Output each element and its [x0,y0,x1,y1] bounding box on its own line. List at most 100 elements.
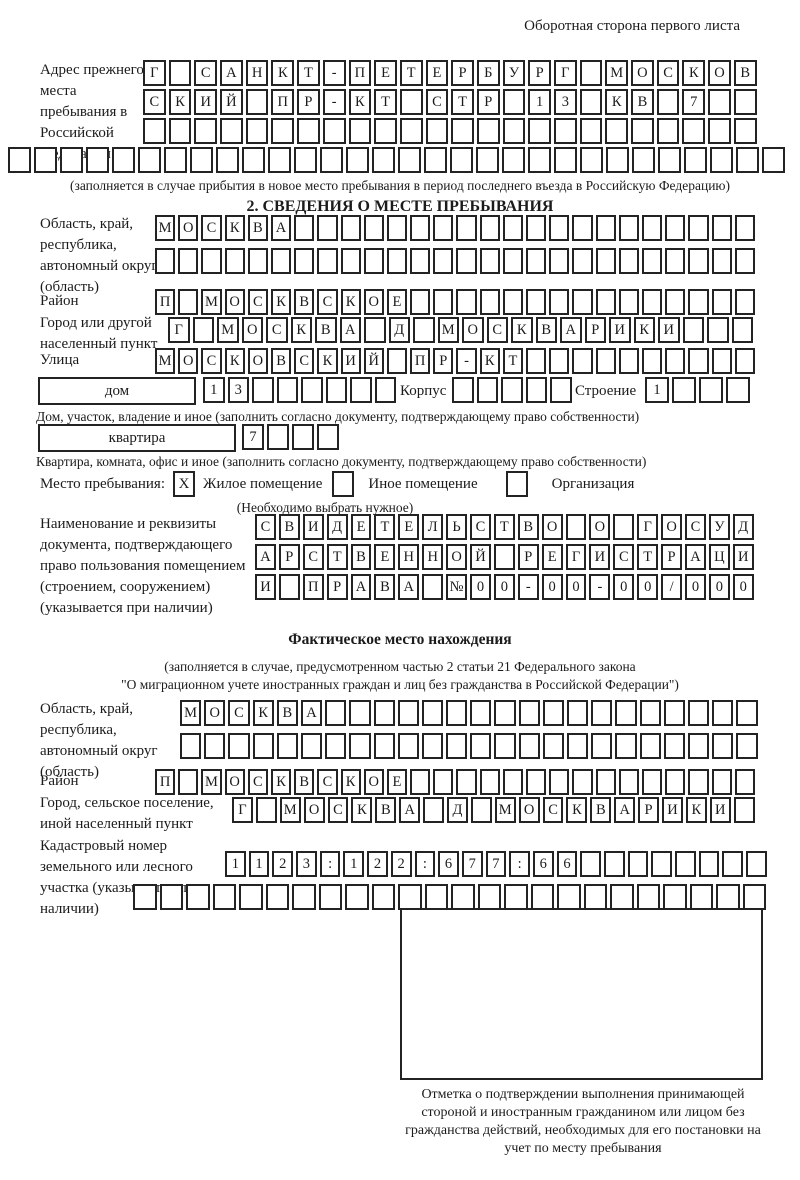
char-box[interactable]: О [661,514,683,540]
char-box[interactable] [245,89,269,115]
char-box[interactable]: О [446,544,468,570]
char-box[interactable] [688,248,709,274]
char-box[interactable]: : [319,851,341,877]
char-box[interactable]: Р [433,348,454,374]
char-box[interactable]: А [350,574,372,600]
char-box[interactable] [180,733,202,759]
char-box[interactable] [651,851,673,877]
char-box[interactable] [398,147,421,173]
char-box[interactable] [155,248,176,274]
char-box[interactable]: Т [493,514,515,540]
char-box[interactable] [579,60,603,86]
char-box[interactable]: К [340,769,361,795]
char-box[interactable]: Т [502,348,523,374]
char-box[interactable]: М [494,797,516,823]
char-box[interactable]: М [605,60,629,86]
char-box[interactable]: О [241,317,263,343]
char-box[interactable] [245,118,269,144]
char-box[interactable]: - [456,348,477,374]
char-box[interactable] [549,348,570,374]
char-box[interactable] [663,733,685,759]
char-box[interactable]: И [658,317,680,343]
char-box[interactable]: И [589,544,611,570]
char-box[interactable] [734,215,755,241]
char-box[interactable] [618,348,639,374]
char-box[interactable]: М [155,348,176,374]
char-box[interactable]: Д [732,514,754,540]
char-box[interactable] [346,147,369,173]
char-box[interactable] [178,248,199,274]
char-box[interactable] [656,118,680,144]
char-box[interactable]: С [201,348,222,374]
char-box[interactable] [711,289,732,315]
char-box[interactable]: С [266,317,288,343]
char-box[interactable] [423,797,445,823]
char-box[interactable] [688,348,709,374]
char-box[interactable]: : [414,851,436,877]
char-box[interactable]: А [398,574,420,600]
char-box[interactable]: В [350,544,372,570]
char-box[interactable] [502,289,523,315]
char-box[interactable] [386,248,408,274]
char-box[interactable] [479,769,500,795]
char-box[interactable] [572,769,593,795]
char-box[interactable] [554,147,577,173]
char-box[interactable] [502,215,523,241]
char-box[interactable]: 0 [493,574,515,600]
char-box[interactable] [605,118,629,144]
char-box[interactable] [684,147,707,173]
char-box[interactable] [301,377,323,403]
char-box[interactable] [734,348,755,374]
char-box[interactable] [194,118,218,144]
char-box[interactable]: 7 [242,424,264,450]
char-box[interactable]: О [204,700,226,726]
char-box[interactable]: 1 [528,89,551,115]
char-box[interactable] [268,147,291,173]
char-box[interactable]: Т [399,60,423,86]
char-box[interactable]: А [614,797,636,823]
char-box[interactable] [318,884,342,910]
char-box[interactable]: О [247,348,268,374]
char-box[interactable] [708,118,731,144]
char-box[interactable]: О [462,317,484,343]
char-box[interactable] [688,769,709,795]
char-box[interactable]: С [613,544,635,570]
char-box[interactable] [224,248,245,274]
char-box[interactable]: О [363,289,384,315]
char-box[interactable]: О [631,60,654,86]
char-box[interactable] [707,317,729,343]
char-box[interactable]: И [194,89,218,115]
char-box[interactable]: А [685,544,706,570]
char-box[interactable]: Т [374,89,397,115]
char-box[interactable]: К [270,769,292,795]
char-box[interactable]: С [470,514,491,540]
char-box[interactable] [252,733,274,759]
char-box[interactable] [292,424,314,450]
char-box[interactable] [682,118,706,144]
char-box[interactable] [479,215,500,241]
char-box[interactable] [742,884,766,910]
char-box[interactable] [618,289,639,315]
char-box[interactable] [595,248,616,274]
char-box[interactable]: - [589,574,611,600]
char-box[interactable] [639,733,661,759]
char-box[interactable]: Г [565,544,587,570]
char-box[interactable]: Б [476,60,500,86]
char-box[interactable]: Т [297,60,320,86]
char-box[interactable]: С [486,317,508,343]
char-box[interactable]: 3 [296,851,317,877]
char-box[interactable] [446,700,468,726]
char-box[interactable]: О [224,289,245,315]
char-box[interactable] [433,769,454,795]
char-box[interactable]: У [708,514,730,540]
char-box[interactable] [641,248,663,274]
char-box[interactable]: Р [278,544,300,570]
char-box[interactable] [470,700,492,726]
char-box[interactable]: Т [451,89,474,115]
char-box[interactable] [762,147,785,173]
char-box[interactable]: Н [245,60,269,86]
char-box[interactable]: 6 [532,851,554,877]
char-box[interactable] [159,884,183,910]
char-box[interactable] [317,215,338,241]
char-box[interactable]: П [155,769,176,795]
